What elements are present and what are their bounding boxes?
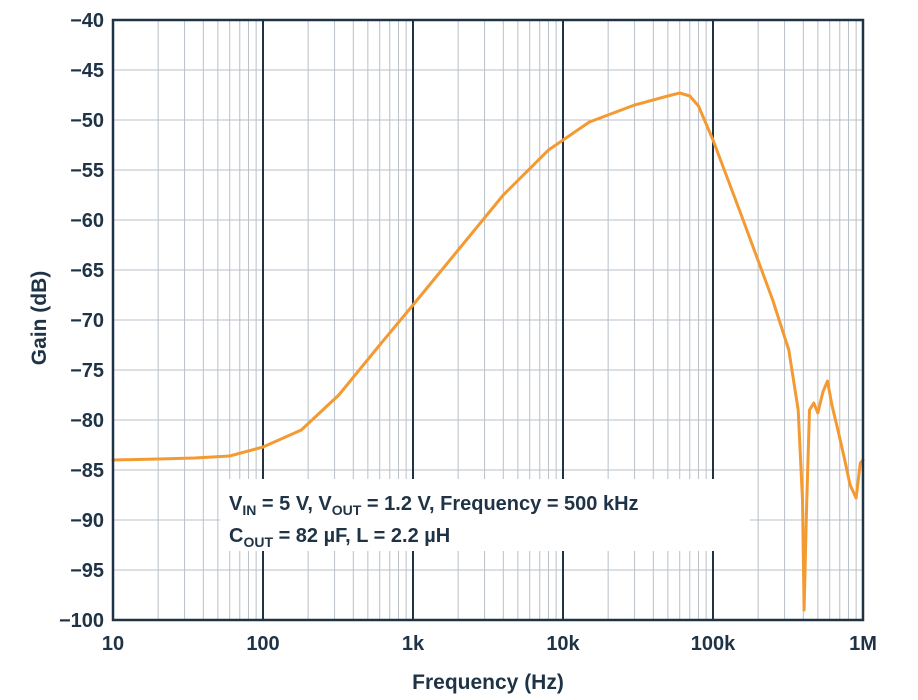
- x-tick-label: 100: [246, 633, 279, 655]
- y-tick-label: −70: [70, 310, 104, 332]
- y-tick-label: −75: [70, 360, 104, 382]
- annotation-line-2: COUT = 82 µF, L = 2.2 µH: [229, 525, 450, 550]
- annotation-line-1: VIN = 5 V, VOUT = 1.2 V, Frequency = 500…: [229, 493, 639, 518]
- y-tick-label: −65: [70, 260, 104, 282]
- x-axis-title: Frequency (Hz): [412, 671, 564, 694]
- y-tick-label: −85: [70, 460, 104, 482]
- y-tick-label: −45: [70, 60, 104, 82]
- x-tick-label: 10: [102, 633, 124, 655]
- y-tick-label: −40: [70, 10, 104, 32]
- series-layer: [111, 91, 865, 612]
- x-tick-labels: 10 100 1k 10k 100k 1M: [102, 633, 877, 655]
- x-tick-label: 10k: [546, 633, 580, 655]
- y-tick-label: −60: [70, 210, 104, 232]
- plot-frame: [111, 18, 865, 622]
- y-tick-label: −100: [59, 610, 104, 632]
- annotation-layer: VIN = 5 V, VOUT = 1.2 V, Frequency = 500…: [220, 479, 750, 551]
- y-axis-title: Gain (dB): [28, 271, 51, 366]
- y-tick-label: −95: [70, 560, 104, 582]
- y-tick-label: −80: [70, 410, 104, 432]
- y-tick-label: −90: [70, 510, 104, 532]
- x-tick-label: 1M: [849, 633, 877, 655]
- x-tick-label: 1k: [402, 633, 425, 655]
- y-tick-label: −50: [70, 110, 104, 132]
- annotation-background: [220, 479, 750, 551]
- x-tick-label: 100k: [691, 633, 736, 655]
- y-tick-label: −55: [70, 160, 104, 182]
- series-line: [111, 91, 865, 612]
- y-tick-labels: −40 −45 −50 −55 −60 −65 −70 −75 −80 −85 −90 −95 −100: [59, 10, 104, 632]
